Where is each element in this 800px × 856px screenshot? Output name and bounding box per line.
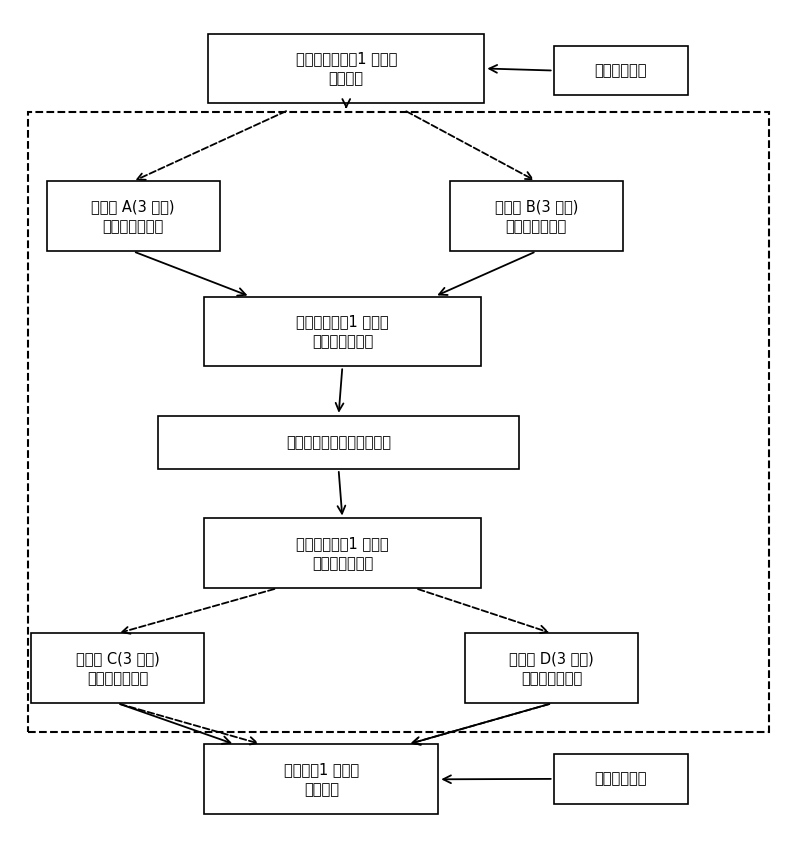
Text: 高压接地处理: 高压接地处理 [594, 63, 647, 78]
Bar [554, 46, 688, 95]
Text: 调节池（1 立方）
防渗处理: 调节池（1 立方） 防渗处理 [284, 762, 359, 797]
Text: 调节池 D(3 立方)
防渗、绝缘处理: 调节池 D(3 立方) 防渗、绝缘处理 [510, 651, 594, 686]
Bar [46, 181, 219, 252]
Text: 木发明等离子体水处理装置: 木发明等离子体水处理装置 [286, 435, 391, 450]
Text: 高压进水池（1 立方）
防渗、绝缘处理: 高压进水池（1 立方） 防渗、绝缘处理 [296, 314, 389, 349]
Bar [466, 633, 638, 704]
Bar [27, 111, 769, 732]
Text: 高压出水池（1 立方）
防渗、绝缘处理: 高压出水池（1 立方） 防渗、绝缘处理 [296, 536, 389, 571]
Bar [31, 633, 204, 704]
Text: 调节池 A(3 立方)
防渗、绝缘处理: 调节池 A(3 立方) 防渗、绝缘处理 [91, 199, 175, 234]
Bar [204, 745, 438, 814]
Bar [204, 296, 481, 366]
Text: 调节池 B(3 立方)
防渗、绝缘处理: 调节池 B(3 立方) 防渗、绝缘处理 [494, 199, 578, 234]
Bar [554, 754, 688, 804]
Text: 调节池 C(3 立方)
防渗、绝缘处理: 调节池 C(3 立方) 防渗、绝缘处理 [76, 651, 160, 686]
Bar [208, 33, 485, 104]
Bar [204, 519, 481, 588]
Text: 高压接地处理: 高压接地处理 [594, 771, 647, 787]
Bar [158, 416, 519, 469]
Bar [450, 181, 622, 252]
Text: 隔油后储水池（1 立方）
防渗处理: 隔油后储水池（1 立方） 防渗处理 [295, 51, 397, 86]
